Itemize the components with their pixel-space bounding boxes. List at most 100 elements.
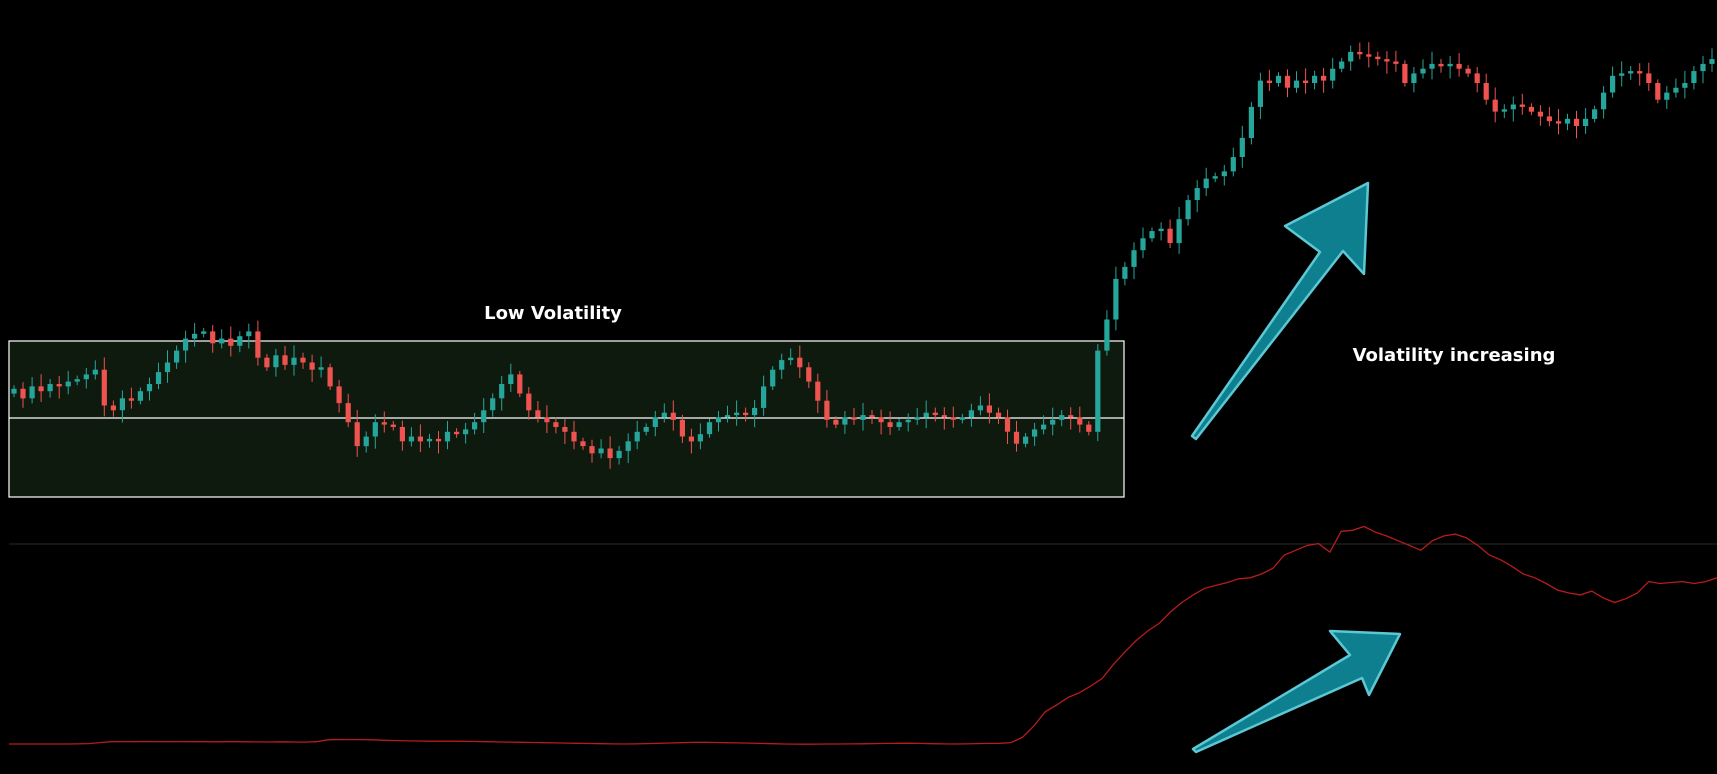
candle-body — [1628, 71, 1634, 74]
candle-body — [1709, 59, 1715, 64]
candle-body — [1122, 266, 1128, 279]
volatility-increasing-label: Volatility increasing — [1353, 345, 1556, 366]
candle-body — [1564, 118, 1571, 124]
candle-body — [83, 374, 89, 380]
candle-body — [1004, 417, 1011, 432]
candle-body — [56, 384, 62, 387]
low-volatility-label: Low Volatility — [484, 303, 622, 324]
candle-body — [381, 422, 387, 425]
candle-body — [1293, 80, 1300, 88]
candle-body — [29, 386, 35, 399]
candle-body — [1257, 80, 1263, 107]
candle-body — [1185, 200, 1191, 220]
candle-body — [1158, 228, 1164, 232]
candle-body — [517, 374, 523, 394]
candle-body — [824, 400, 830, 420]
candle-body — [1601, 92, 1607, 110]
upper-trend-arrow-icon — [1190, 181, 1370, 441]
candle-body — [806, 367, 812, 382]
candle-body — [1032, 429, 1038, 437]
candle-body — [697, 434, 703, 442]
candle-body — [508, 374, 514, 384]
candle-body — [1303, 80, 1309, 83]
candle-body — [92, 369, 98, 375]
candle-body — [164, 362, 171, 373]
candle-body — [977, 405, 983, 411]
candle-body — [724, 415, 731, 418]
candle-body — [201, 331, 207, 334]
candle-body — [734, 412, 740, 416]
candle-body — [137, 391, 143, 401]
candle-body — [1583, 118, 1589, 126]
candle-body — [1664, 92, 1670, 100]
candle-body — [544, 417, 550, 423]
candle-body — [1537, 111, 1543, 117]
candlestick-series — [11, 42, 1715, 469]
candle-body — [1528, 106, 1534, 112]
candle-body — [706, 422, 713, 435]
candle-body — [1510, 104, 1516, 110]
candle-body — [743, 412, 749, 416]
candle-body — [661, 412, 667, 418]
candle-body — [1312, 75, 1318, 83]
candle-body — [761, 386, 767, 408]
candle-body — [1483, 83, 1489, 100]
candle-body — [1275, 75, 1282, 83]
candle-body — [183, 338, 189, 351]
candle-body — [300, 357, 306, 363]
candle-body — [950, 417, 956, 420]
candle-body — [616, 450, 622, 459]
candle-body — [1167, 228, 1173, 243]
candle-body — [598, 448, 604, 454]
candle-body — [1176, 219, 1182, 244]
candle-body — [842, 417, 848, 425]
candle-body — [923, 412, 929, 418]
candle-body — [399, 427, 405, 442]
candle-body — [1393, 61, 1399, 64]
candle-body — [1221, 171, 1227, 177]
candle-body — [670, 412, 676, 420]
candle-body — [634, 431, 640, 442]
candle-body — [1266, 80, 1272, 83]
candle-body — [851, 417, 857, 420]
candle-body — [1041, 424, 1047, 430]
candle-body — [74, 379, 80, 382]
candle-body — [110, 405, 116, 411]
candle-body — [1366, 54, 1372, 57]
candle-body — [1077, 417, 1083, 425]
candle-body — [1348, 51, 1354, 62]
candle-body — [1420, 68, 1426, 74]
candle-body — [1339, 61, 1345, 69]
candle-body — [770, 369, 776, 387]
volatility-indicator-line — [9, 525, 1717, 745]
candle-body — [968, 410, 974, 418]
candle-body — [932, 412, 938, 416]
candle-body — [1059, 415, 1065, 420]
candle-body — [1655, 83, 1661, 100]
candle-body — [752, 407, 758, 416]
candle-body — [1104, 319, 1110, 351]
candle-body — [571, 431, 577, 442]
candle-body — [119, 398, 125, 411]
candle-body — [472, 422, 478, 430]
candle-body — [282, 355, 288, 365]
candle-body — [589, 446, 595, 454]
candle-body — [679, 419, 685, 437]
candle-body — [318, 367, 324, 370]
candle-body — [815, 381, 821, 401]
candle-body — [1321, 75, 1327, 81]
candle-body — [1239, 137, 1245, 157]
candle-body — [1330, 68, 1336, 81]
candle-body — [878, 417, 884, 423]
candle-body — [246, 331, 252, 337]
candle-body — [11, 388, 17, 394]
candle-body — [1194, 188, 1200, 200]
candle-body — [553, 422, 559, 427]
candle-body — [1131, 250, 1137, 267]
candle-body — [1456, 63, 1462, 69]
candle-body — [562, 427, 568, 432]
candle-body — [914, 417, 920, 420]
candle-body — [1402, 63, 1408, 83]
candle-body — [643, 427, 649, 432]
